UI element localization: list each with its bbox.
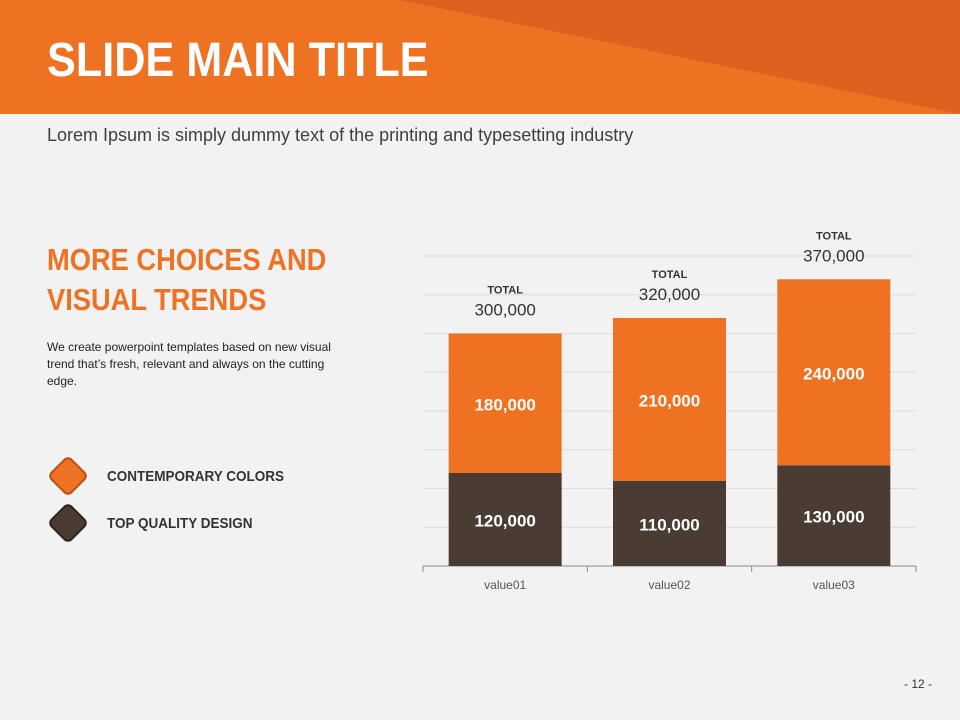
legend-label: CONTEMPORARY COLORS (107, 467, 285, 485)
total-value: 320,000 (639, 285, 700, 304)
category-label: value01 (484, 578, 526, 592)
bar-segment (448, 473, 562, 566)
total-value: 370,000 (803, 246, 864, 265)
bar-segment (448, 333, 562, 473)
total-caption: TOTAL (816, 230, 852, 242)
legend-label: TOP QUALITY DESIGN (107, 514, 253, 532)
data-label: 130,000 (803, 508, 864, 527)
bar-segment (613, 480, 726, 566)
data-label: 120,000 (474, 512, 535, 531)
page-number: - 12 - (903, 677, 932, 691)
category-label: value02 (648, 578, 690, 592)
data-label: 210,000 (639, 391, 700, 410)
total-caption: TOTAL (652, 269, 688, 281)
bar-segment (613, 318, 726, 481)
body-text: We create powerpoint templates based on … (47, 340, 331, 388)
category-label: value03 (813, 578, 855, 592)
data-label: 240,000 (803, 364, 864, 383)
total-caption: TOTAL (487, 285, 523, 297)
section-heading: MORE CHOICES AND VISUAL TRENDS (47, 242, 327, 317)
legend-item-top-quality-design: TOP QUALITY DESIGN (46, 501, 269, 545)
bar-segment (777, 279, 891, 466)
data-label: 180,000 (474, 395, 535, 414)
bar-segment (777, 465, 891, 566)
slide-subtitle: Lorem Ipsum is simply dummy text of the … (47, 125, 634, 145)
total-value: 300,000 (474, 301, 535, 320)
data-label: 110,000 (639, 515, 700, 534)
slide-title: SLIDE MAIN TITLE (47, 34, 429, 87)
legend-item-contemporary-colors: CONTEMPORARY COLORS (46, 454, 304, 498)
title-banner (0, 0, 960, 114)
banner-shape (0, 0, 960, 114)
